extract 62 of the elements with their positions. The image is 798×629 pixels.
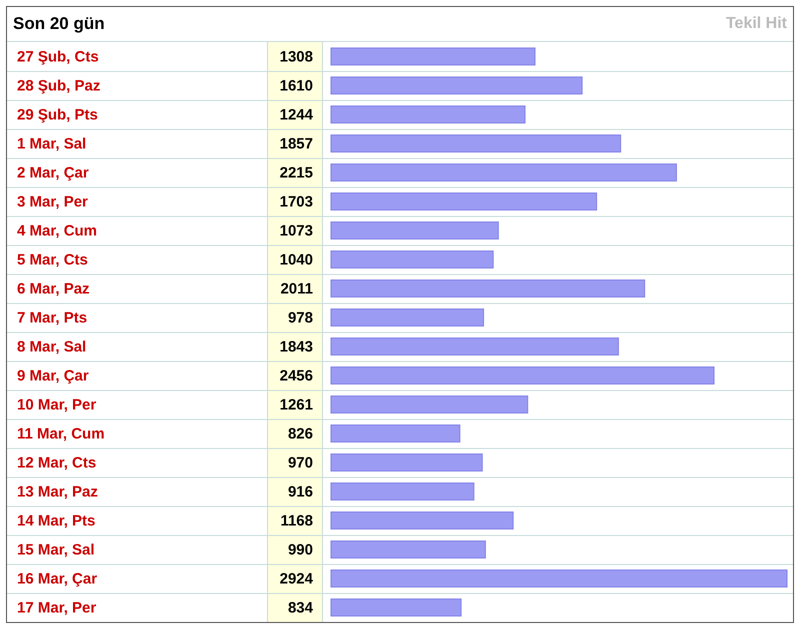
bar xyxy=(330,512,514,530)
bar xyxy=(330,308,484,326)
y-tick-label: 28 Şub, Paz xyxy=(17,78,100,94)
y-tick-label: 14 Mar, Pts xyxy=(17,512,96,530)
data-label: 990 xyxy=(288,542,313,558)
bar xyxy=(330,76,583,94)
bar xyxy=(330,48,536,66)
y-tick-label: 12 Mar, Cts xyxy=(17,454,96,472)
bar xyxy=(330,164,677,182)
y-tick-label: 16 Mar, Çar xyxy=(17,570,98,588)
y-tick-label: 1 Mar, Sal xyxy=(17,136,86,152)
data-label: 916 xyxy=(288,484,313,500)
bar xyxy=(330,192,598,210)
y-tick-label: 29 Şub, Pts xyxy=(17,106,98,124)
y-tick-label: 17 Mar, Per xyxy=(17,600,96,616)
data-label: 1703 xyxy=(280,194,313,210)
data-label: 1168 xyxy=(280,512,313,530)
y-tick-label: 8 Mar, Sal xyxy=(17,338,86,356)
data-label: 1040 xyxy=(280,252,313,268)
y-tick-label: 13 Mar, Paz xyxy=(17,484,98,500)
text: Son 20 gün xyxy=(13,14,105,34)
data-label: 1843 xyxy=(280,338,313,356)
y-tick-label: 10 Mar, Per xyxy=(17,396,96,414)
bar xyxy=(330,454,483,472)
data-label: 978 xyxy=(288,310,313,326)
data-label: 834 xyxy=(288,600,314,616)
data-label: 1308 xyxy=(280,48,313,66)
bar xyxy=(330,338,619,356)
bar xyxy=(330,106,526,124)
y-tick-label: 6 Mar, Paz xyxy=(17,280,90,298)
y-tick-label: 11 Mar, Cum xyxy=(17,426,105,442)
bar xyxy=(330,570,788,588)
bar xyxy=(330,540,486,558)
bar xyxy=(330,134,622,152)
data-label: 1244 xyxy=(280,106,314,124)
bar xyxy=(330,222,499,240)
bar xyxy=(330,366,715,384)
y-tick-label: 5 Mar, Cts xyxy=(17,252,88,268)
data-label: 970 xyxy=(288,454,313,472)
data-label: 2215 xyxy=(280,164,313,182)
bar xyxy=(330,250,494,268)
y-tick-label: 9 Mar, Çar xyxy=(17,368,89,384)
bar xyxy=(330,424,460,442)
data-label: 826 xyxy=(288,426,313,442)
chart-subtitle: Tekil Hit xyxy=(726,15,787,33)
data-label: 1261 xyxy=(280,396,313,414)
data-label: 2924 xyxy=(280,570,314,588)
bar xyxy=(330,598,462,616)
y-tick-label: 7 Mar, Pts xyxy=(17,310,88,326)
data-label: 2456 xyxy=(280,368,313,384)
bar xyxy=(330,482,474,500)
y-tick-label: 4 Mar, Cum xyxy=(17,222,98,240)
data-label: 2011 xyxy=(280,280,313,298)
data-label: 1073 xyxy=(280,222,313,240)
bar xyxy=(330,280,646,298)
data-label: 1610 xyxy=(280,78,313,94)
y-tick-label: 15 Mar, Sal xyxy=(17,542,95,558)
y-tick-label: 2 Mar, Çar xyxy=(17,164,89,182)
data-label: 1857 xyxy=(280,136,313,152)
y-tick-label: 3 Mar, Per xyxy=(17,194,88,210)
y-tick-label: 27 Şub, Cts xyxy=(17,48,99,66)
bar xyxy=(330,396,528,414)
